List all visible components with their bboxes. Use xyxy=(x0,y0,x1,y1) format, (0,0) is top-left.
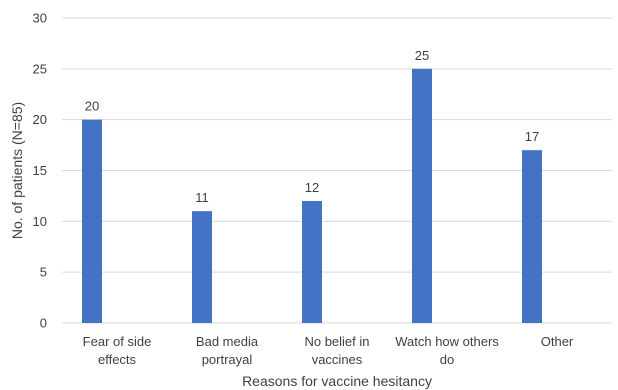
bar xyxy=(412,68,432,323)
y-axis-ticks: 0 5 10 15 20 25 30 xyxy=(33,11,47,331)
gridlines xyxy=(62,17,612,324)
bar xyxy=(192,211,212,323)
data-labels: 20 11 12 25 17 xyxy=(85,48,539,205)
data-label: 11 xyxy=(195,190,209,205)
y-tick-label: 30 xyxy=(33,11,47,26)
data-label: 25 xyxy=(415,48,429,63)
category-label: Bad media xyxy=(196,334,259,349)
x-axis-title: Reasons for vaccine hesitancy xyxy=(242,373,432,389)
category-label: Watch how others xyxy=(395,334,499,349)
y-axis-title: No. of patients (N=85) xyxy=(9,102,25,239)
data-label: 12 xyxy=(305,180,319,195)
bar xyxy=(82,119,102,324)
y-tick-label: 5 xyxy=(40,265,47,280)
x-axis-categories: Fear of side effects Bad media portrayal No … xyxy=(83,334,574,367)
category-label: Other xyxy=(541,334,574,349)
y-tick-label: 10 xyxy=(33,214,47,229)
category-label: vaccines xyxy=(312,352,363,367)
data-label: 20 xyxy=(85,99,99,114)
y-tick-label: 20 xyxy=(33,112,47,127)
y-tick-label: 25 xyxy=(33,61,47,76)
bar xyxy=(302,201,322,323)
category-label: do xyxy=(440,352,454,367)
bar xyxy=(522,150,542,323)
bars xyxy=(82,68,542,324)
y-tick-label: 0 xyxy=(40,316,47,331)
y-tick-label: 15 xyxy=(33,163,47,178)
category-label: No belief in xyxy=(304,334,369,349)
data-label: 17 xyxy=(525,129,539,144)
category-label: effects xyxy=(98,352,137,367)
category-label: portrayal xyxy=(202,352,253,367)
category-label: Fear of side xyxy=(83,334,152,349)
